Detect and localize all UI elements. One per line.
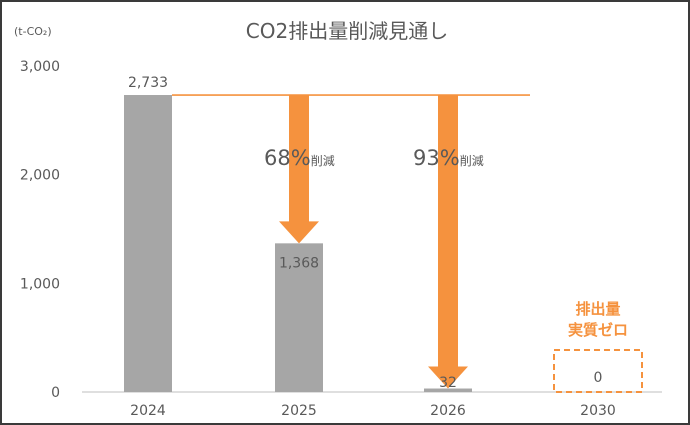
reduction-percent-label: 93%削減 [413,146,484,170]
data-label: 1,368 [279,255,319,271]
reduction-arrow [279,95,319,244]
reduction-arrow [428,95,468,389]
x-tick-label: 2026 [430,403,466,419]
data-label: 0 [594,370,603,386]
x-tick-label: 2030 [580,403,616,419]
y-tick-label: 2,000 [20,168,60,184]
plot-area: 0 1,000 2,000 3,000 2024 2025 2026 2030 68%削減 93%… [20,59,662,419]
data-label: 2,733 [128,75,168,91]
y-tick-label: 0 [51,385,60,401]
chart-title: CO2排出量削減見通し [246,19,448,43]
bar [275,243,323,392]
reduction-percent-label: 68%削減 [264,146,335,170]
target-label-line2: 実質ゼロ [568,321,628,339]
bar [124,95,172,392]
y-tick-label: 1,000 [20,276,60,292]
x-tick-label: 2024 [130,403,166,419]
target-zero-box [553,349,643,393]
target-label-line1: 排出量 [575,300,620,318]
x-tick-label: 2025 [281,403,317,419]
y-axis-unit-label: (t-CO₂) [14,25,52,38]
bar [424,388,472,392]
y-tick-label: 3,000 [20,59,60,75]
data-label: 32 [439,375,457,391]
